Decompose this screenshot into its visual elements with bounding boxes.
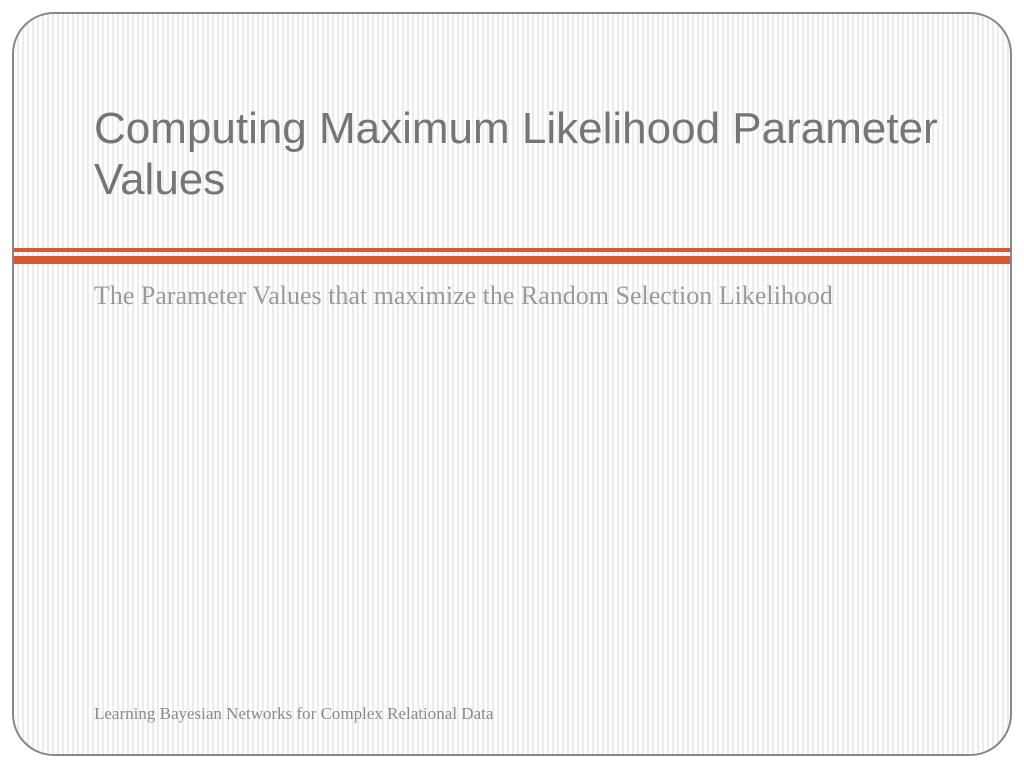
title-divider [14, 248, 1010, 264]
slide-frame: Computing Maximum Likelihood Parameter V… [12, 12, 1012, 756]
slide-footer: Learning Bayesian Networks for Complex R… [94, 704, 493, 724]
slide-title: Computing Maximum Likelihood Parameter V… [94, 104, 950, 205]
slide-subtitle: The Parameter Values that maximize the R… [94, 278, 890, 313]
divider-thick-line [14, 256, 1010, 264]
